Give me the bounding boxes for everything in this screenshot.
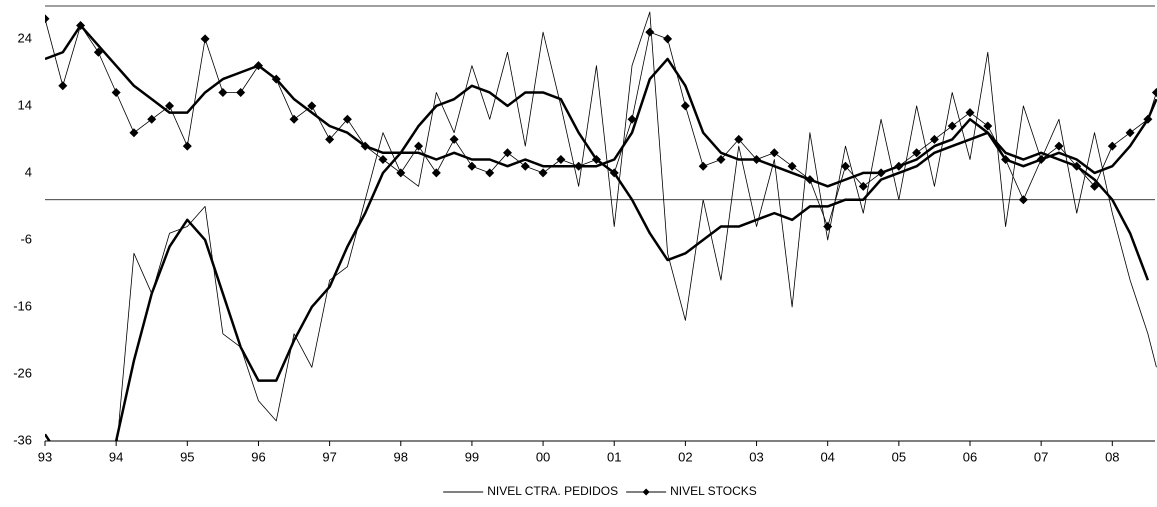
marker <box>1125 128 1135 138</box>
marker <box>840 161 850 171</box>
x-tick-label: 97 <box>322 449 336 464</box>
y-tick-label: -26 <box>13 365 32 380</box>
y-tick-label: 4 <box>25 164 32 179</box>
marker <box>663 34 673 44</box>
plot-area <box>45 11 1157 441</box>
marker <box>467 161 477 171</box>
marker <box>58 81 68 91</box>
marker <box>378 155 388 165</box>
marker <box>325 134 335 144</box>
series-line <box>45 84 1150 441</box>
x-tick-label: 07 <box>1034 449 1048 464</box>
x-tick-label: 95 <box>180 449 194 464</box>
marker <box>769 148 779 158</box>
marker <box>947 121 957 131</box>
marker <box>698 161 708 171</box>
marker <box>165 101 175 111</box>
marker <box>289 114 299 124</box>
x-tick-label: 02 <box>678 449 692 464</box>
marker <box>787 161 797 171</box>
marker <box>1090 181 1100 191</box>
legend-marker <box>642 488 650 496</box>
y-tick-label: -6 <box>20 231 32 246</box>
y-tick-label: -36 <box>13 432 32 447</box>
marker <box>734 134 744 144</box>
marker <box>645 27 655 37</box>
y-tick-label: 24 <box>18 30 32 45</box>
marker <box>1107 141 1117 151</box>
marker <box>520 161 530 171</box>
x-tick-label: 08 <box>1105 449 1119 464</box>
x-tick-label: 99 <box>465 449 479 464</box>
x-tick-label: 06 <box>963 449 977 464</box>
x-tick-label: 05 <box>892 449 906 464</box>
marker <box>307 101 317 111</box>
marker <box>236 87 246 97</box>
marker <box>929 134 939 144</box>
marker <box>396 168 406 178</box>
x-tick-label: 94 <box>109 449 123 464</box>
marker <box>503 148 512 158</box>
marker <box>680 101 690 111</box>
y-tick-label: 14 <box>18 97 32 112</box>
marker <box>45 14 50 24</box>
marker <box>485 168 495 178</box>
x-tick-label: 00 <box>536 449 550 464</box>
legend-label: NIVEL STOCKS <box>670 484 757 498</box>
marker <box>414 141 424 151</box>
marker <box>111 87 121 97</box>
marker <box>983 121 993 131</box>
marker <box>538 168 548 178</box>
x-tick-label: 93 <box>38 449 52 464</box>
legend: NIVEL CTRA. PEDIDOS NIVEL STOCKS <box>443 484 757 498</box>
marker <box>1054 141 1064 151</box>
series-line <box>45 18 1157 227</box>
x-tick-label: 98 <box>394 449 408 464</box>
marker <box>858 181 868 191</box>
marker <box>912 148 922 158</box>
series-line <box>45 24 1157 188</box>
marker <box>716 155 726 165</box>
x-tick-label: 96 <box>251 449 265 464</box>
x-tick-label: 03 <box>749 449 763 464</box>
marker <box>218 87 228 97</box>
marker <box>431 168 441 178</box>
marker <box>823 222 833 232</box>
marker <box>556 155 566 165</box>
marker <box>965 108 975 118</box>
marker <box>129 128 139 138</box>
x-tick-label: 01 <box>607 449 621 464</box>
marker <box>182 141 192 151</box>
marker <box>200 34 210 44</box>
marker <box>449 134 459 144</box>
marker <box>147 114 157 124</box>
marker <box>627 114 637 124</box>
y-tick-label: -16 <box>13 298 32 313</box>
series-line <box>116 11 1157 441</box>
x-tick-label: 04 <box>820 449 834 464</box>
marker <box>1151 87 1157 97</box>
marker <box>93 47 103 57</box>
marker <box>342 114 352 124</box>
legend-label: NIVEL CTRA. PEDIDOS <box>487 484 618 498</box>
